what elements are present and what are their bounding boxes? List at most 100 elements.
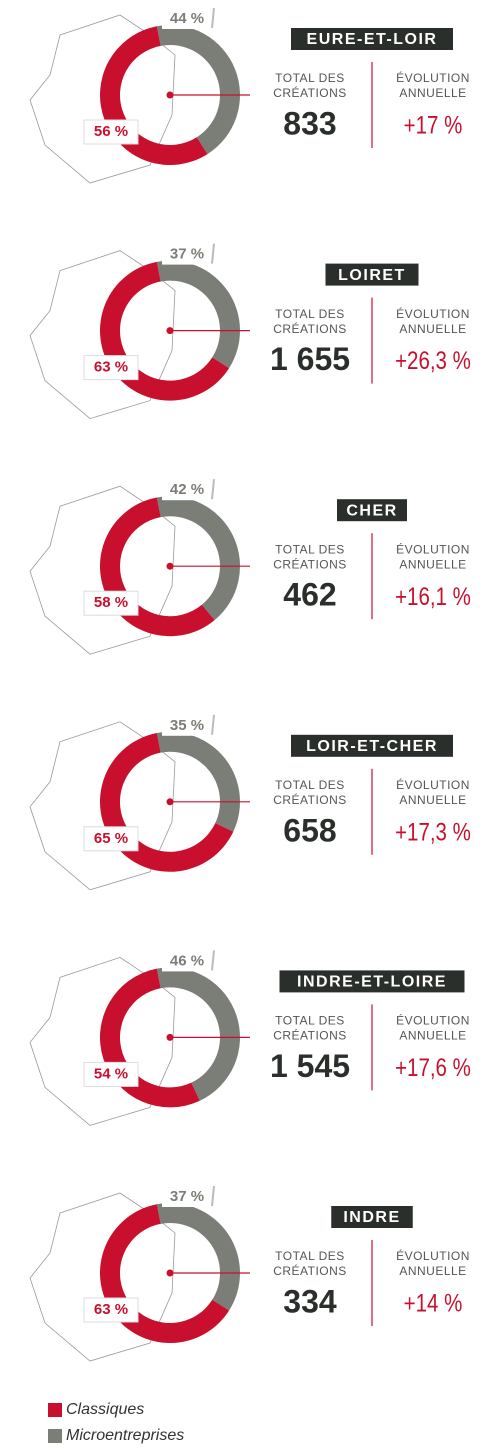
legend-swatch (48, 1429, 62, 1443)
donut-segment (156, 496, 241, 621)
map-outline (29, 721, 176, 891)
evolution-label: ANNUELLE (399, 557, 466, 571)
value-label: 42 % (170, 481, 204, 498)
legend-swatch (48, 1403, 62, 1417)
label-box (83, 119, 139, 145)
evolution-label: ANNUELLE (399, 1029, 466, 1043)
total-label: CRÉATIONS (273, 1263, 347, 1278)
legend-label: Classiques (66, 1401, 144, 1418)
donut-segment (156, 967, 241, 1101)
legend-label: Microentreprises (66, 1427, 184, 1444)
department-title: CHER (346, 502, 397, 519)
title-box (291, 28, 453, 50)
value-label: 37 % (170, 1188, 204, 1205)
label-box (162, 1185, 212, 1207)
label-box (83, 1061, 139, 1087)
total-label: CRÉATIONS (273, 556, 347, 571)
value-label: 54 % (94, 1065, 128, 1082)
evolution-label: ANNUELLE (399, 322, 466, 336)
total-label: CRÉATIONS (273, 321, 347, 336)
donut-segment (156, 25, 240, 155)
value-label: 35 % (170, 717, 204, 734)
value-label: 44 % (170, 10, 204, 27)
map-outline (29, 250, 176, 420)
donut-segment (156, 731, 240, 832)
value-label: 56 % (94, 123, 128, 140)
label-box (83, 590, 139, 616)
department-title: INDRE (343, 1209, 400, 1226)
evolution-value: +17,3 % (395, 817, 471, 845)
label-tick (211, 243, 215, 264)
evolution-label: ÉVOLUTION (396, 1248, 470, 1263)
title-box (337, 499, 407, 522)
title-box (279, 970, 465, 993)
total-label: TOTAL DES (275, 1014, 345, 1028)
total-value: 1 545 (270, 1048, 350, 1084)
title-box (325, 263, 419, 286)
label-tick (211, 7, 215, 29)
label-box (162, 478, 212, 501)
map-outline (29, 485, 176, 655)
evolution-value: +17,6 % (395, 1053, 471, 1081)
total-value: 334 (283, 1283, 337, 1319)
label-tick (211, 479, 215, 500)
evolution-label: ANNUELLE (399, 86, 466, 100)
donut-segment (156, 260, 240, 369)
evolution-label: ÉVOLUTION (396, 1013, 470, 1028)
evolution-value: +17 % (404, 111, 463, 139)
map-outline (29, 956, 176, 1126)
evolution-value: +14 % (404, 1289, 463, 1317)
evolution-label: ÉVOLUTION (396, 541, 470, 556)
evolution-label: ÉVOLUTION (396, 306, 470, 321)
total-label: TOTAL DES (275, 778, 345, 792)
value-label: 63 % (94, 359, 128, 376)
label-tick (211, 714, 215, 735)
value-label: 65 % (94, 830, 128, 847)
evolution-label: ÉVOLUTION (396, 70, 470, 85)
department-title: EURE-ET-LOIR (307, 31, 438, 48)
evolution-value: +16,1 % (395, 582, 471, 610)
total-value: 462 (283, 577, 336, 613)
total-value: 658 (283, 812, 336, 848)
value-label: 46 % (170, 952, 204, 969)
evolution-value: +26,3 % (395, 346, 471, 374)
department-title: LOIR-ET-CHER (306, 738, 438, 755)
evolution-label: ANNUELLE (399, 793, 466, 807)
total-label: TOTAL DES (275, 71, 345, 85)
department-block: 46 % 54 % INDRE-ET-LOIRE TOTAL DESCRÉATIONS… (29, 949, 471, 1126)
value-label: 58 % (94, 594, 128, 611)
department-title: LOIRET (338, 267, 406, 284)
total-value: 833 (283, 105, 336, 141)
evolution-label: ANNUELLE (399, 1264, 466, 1278)
label-box (162, 242, 212, 265)
label-box (83, 1297, 139, 1323)
value-label: 37 % (170, 246, 204, 263)
label-box (83, 826, 139, 852)
label-box (83, 355, 139, 381)
title-box (331, 1206, 413, 1228)
label-tick (211, 1185, 215, 1207)
label-box (162, 713, 212, 736)
title-box (291, 734, 453, 757)
map-outline (29, 1192, 176, 1362)
total-label: CRÉATIONS (273, 85, 347, 100)
value-label: 63 % (94, 1301, 128, 1318)
label-tick (211, 950, 215, 971)
evolution-label: ÉVOLUTION (396, 777, 470, 792)
department-title: INDRE-ET-LOIRE (297, 974, 447, 991)
total-label: TOTAL DES (275, 307, 345, 321)
total-label: CRÉATIONS (273, 792, 347, 807)
label-box (162, 949, 212, 972)
map-outline (29, 14, 176, 184)
total-label: TOTAL DES (275, 542, 345, 556)
total-label: CRÉATIONS (273, 1028, 347, 1043)
total-label: TOTAL DES (275, 1249, 345, 1263)
total-value: 1 655 (270, 341, 350, 377)
donut-segment (156, 1202, 241, 1311)
